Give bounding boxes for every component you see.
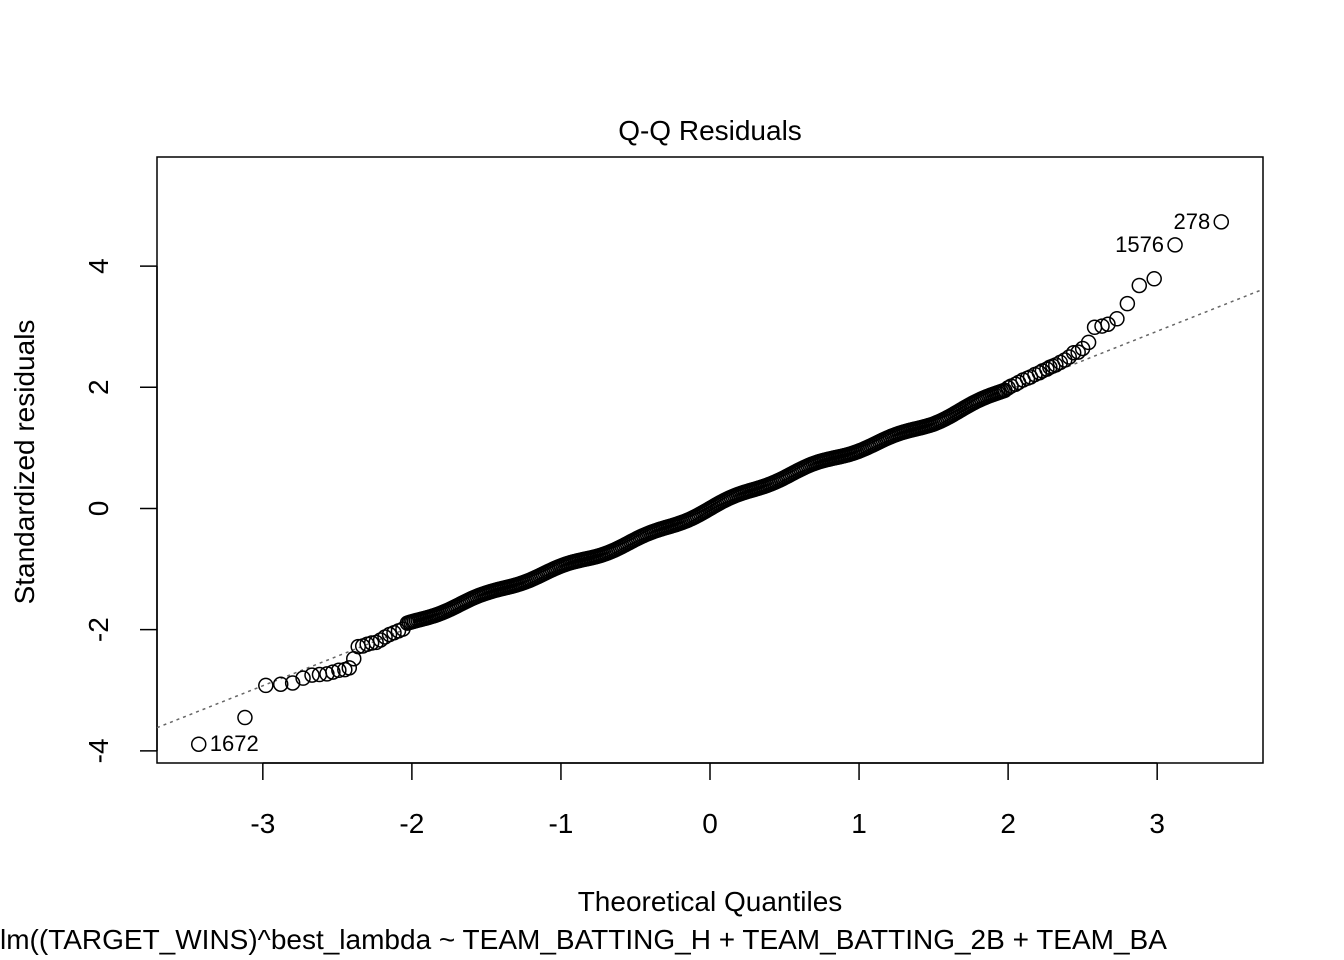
- data-point: [1131, 277, 1148, 294]
- x-tick-label: 1: [851, 808, 867, 839]
- data-point: [272, 676, 289, 692]
- data-point: [1167, 237, 1183, 253]
- data-point: [1213, 214, 1230, 230]
- point-labels-layer: 278 1576 1672: [210, 209, 1211, 756]
- y-tick-label: -2: [83, 617, 114, 642]
- data-point: [331, 662, 347, 679]
- x-tick-label: 2: [1000, 808, 1016, 839]
- y-tick-label: 2: [83, 379, 114, 395]
- data-point: [1080, 334, 1097, 351]
- data-point: [341, 660, 358, 676]
- data-point: [1074, 340, 1091, 357]
- x-axis-title: Theoretical Quantiles: [578, 886, 843, 917]
- data-point: [237, 709, 253, 726]
- x-tick-label: -3: [250, 808, 275, 839]
- y-tick-label: -4: [83, 738, 114, 763]
- x-tick-label: 0: [702, 808, 718, 839]
- plot-frame: [156, 156, 1264, 764]
- x-tick-label: -2: [399, 808, 424, 839]
- point-label: 278: [1174, 209, 1211, 234]
- data-point: [1034, 363, 1051, 379]
- data-point: [284, 675, 301, 691]
- data-point: [1146, 271, 1162, 287]
- model-formula-subtitle: lm((TARGET_WINS)^best_lambda ~ TEAM_BATT…: [0, 924, 1167, 955]
- data-point: [258, 677, 274, 694]
- data-point: [997, 382, 1013, 399]
- x-tick-label: 3: [1149, 808, 1165, 839]
- point-label: 1576: [1115, 232, 1164, 257]
- data-point: [1119, 295, 1136, 312]
- data-point: [1061, 349, 1077, 365]
- data-point: [190, 736, 207, 752]
- x-tick-label: -1: [548, 808, 573, 839]
- data-point: [1086, 319, 1103, 336]
- y-tick-label: 0: [83, 501, 114, 517]
- data-point: [325, 664, 341, 680]
- data-point: [1094, 318, 1110, 334]
- y-axis: -4 -2 0 2 4: [83, 258, 158, 763]
- data-point: [295, 670, 311, 686]
- chart-title: Q-Q Residuals: [618, 115, 802, 146]
- data-point: [319, 666, 335, 682]
- y-tick-label: 4: [83, 258, 114, 274]
- y-axis-title: Standardized residuals: [9, 320, 40, 605]
- reference-line: [156, 288, 1264, 729]
- data-point: [363, 635, 380, 651]
- x-axis: -3 -2 -1 0 1 2 3: [250, 762, 1165, 839]
- data-point: [1109, 311, 1125, 327]
- points-layer: [190, 214, 1230, 752]
- data-point: [1070, 344, 1086, 360]
- data-point: [304, 667, 320, 683]
- data-point: [372, 632, 389, 648]
- point-label: 1672: [210, 731, 259, 756]
